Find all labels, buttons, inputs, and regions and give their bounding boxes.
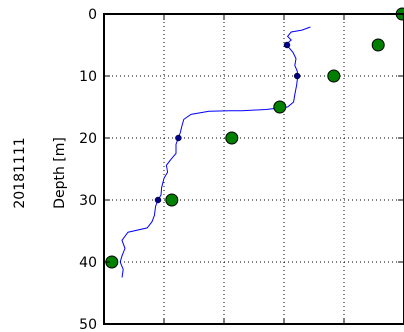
y-tick-label: 10 [79, 69, 97, 85]
plot-frame [103, 13, 404, 325]
data-markers [105, 7, 404, 269]
y-axis-ticks: 0 10 20 30 40 50 [79, 7, 404, 332]
y-tick-label: 40 [79, 255, 97, 271]
y-tick-label: 30 [79, 193, 97, 209]
large-marker [371, 38, 385, 52]
y-tick-label: 20 [79, 131, 97, 147]
small-marker [283, 41, 291, 49]
large-marker [273, 100, 287, 114]
small-marker [175, 134, 182, 142]
small-marker [154, 196, 162, 204]
grid-lines [104, 14, 404, 324]
large-marker [165, 193, 179, 207]
data-series [119, 26, 311, 278]
y-tick-label: 0 [88, 7, 97, 23]
small-marker [293, 72, 301, 80]
y-tick-label: 50 [79, 317, 97, 332]
profile-line [119, 26, 311, 278]
large-marker [225, 131, 239, 145]
date-label: 20181111 [12, 137, 28, 208]
large-marker [327, 69, 341, 83]
y-axis-label: Depth [m] [52, 137, 68, 209]
